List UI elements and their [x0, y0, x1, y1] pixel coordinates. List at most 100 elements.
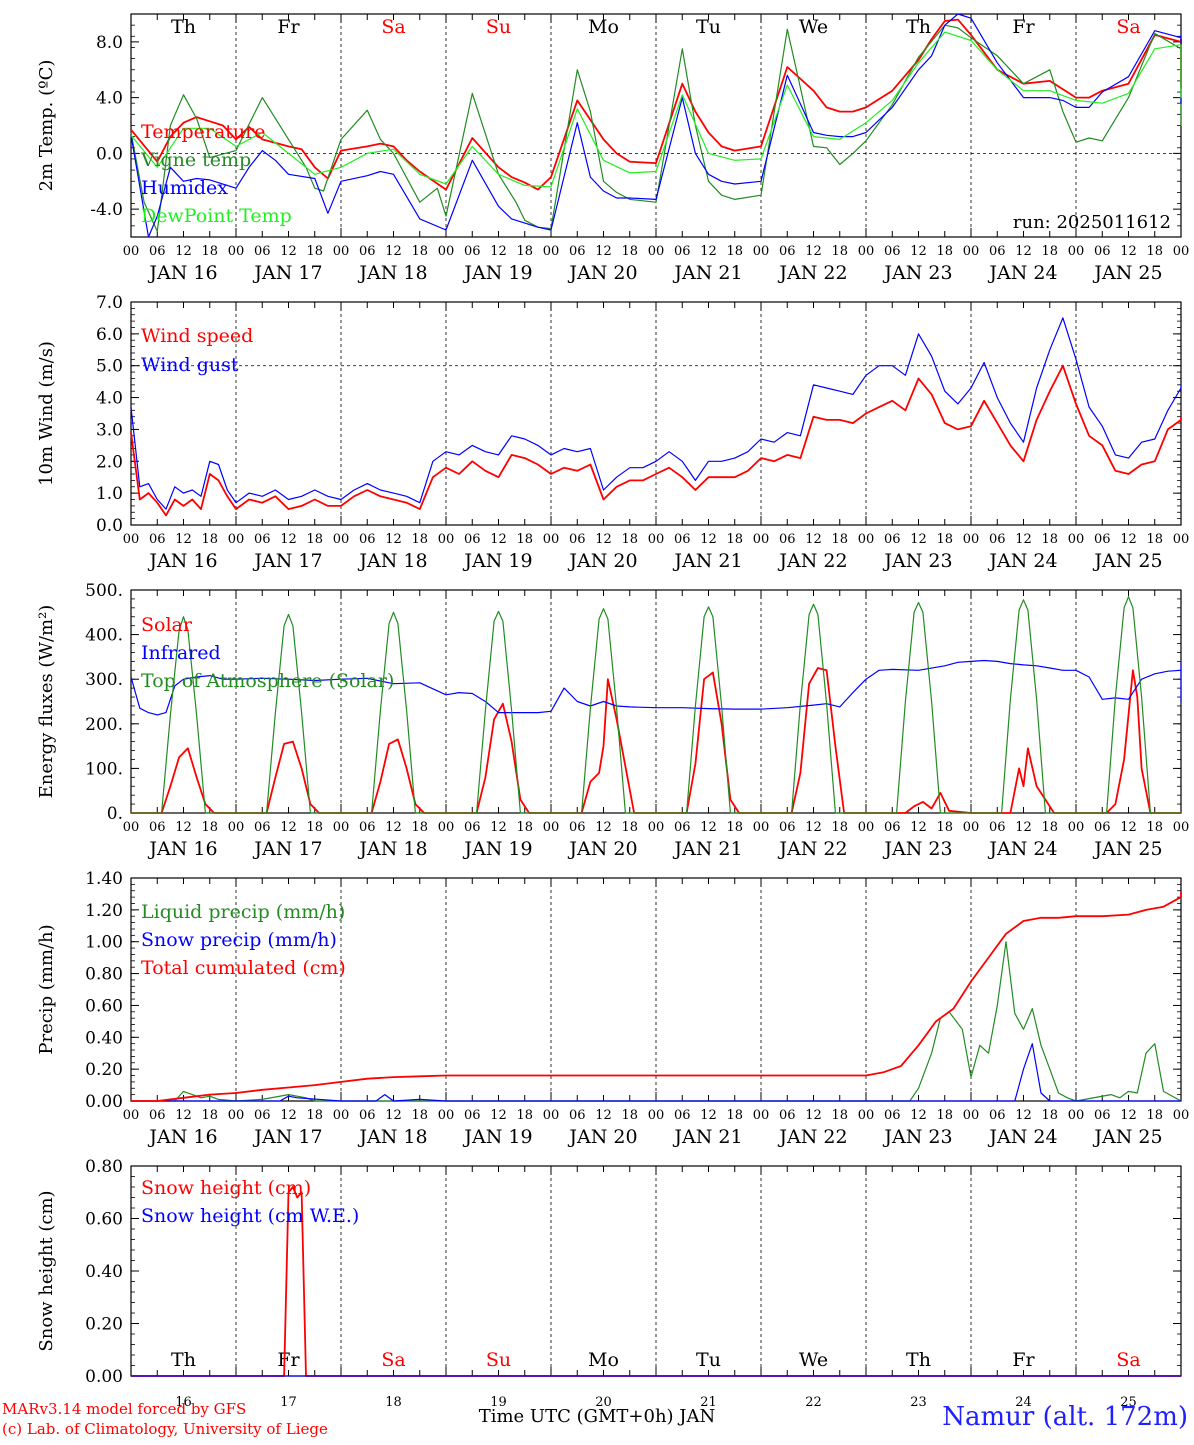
hour-tick-label: 12: [1120, 1108, 1137, 1123]
hour-tick-label: 18: [411, 1108, 428, 1123]
series-line-humidex: [130, 13, 1182, 238]
legend-entry: Snow precip (mm/h): [141, 929, 337, 951]
date-label: JAN 23: [882, 1126, 952, 1148]
y-tick-label: 3.0: [96, 420, 123, 440]
hour-tick-label: 06: [464, 1108, 481, 1123]
hour-tick-label: 00: [543, 820, 560, 835]
hour-tick-label: 06: [569, 532, 586, 547]
legend-entry: Wind speed: [141, 325, 253, 347]
hour-tick-label: 12: [1120, 820, 1137, 835]
hour-tick-label: 12: [910, 1108, 927, 1123]
series-line-temperature: [130, 18, 1182, 191]
hour-tick-label: 18: [726, 244, 743, 259]
hour-tick-label: 00: [858, 820, 875, 835]
hour-tick-label: 00: [228, 1108, 245, 1123]
weekday-label: Mo: [588, 1349, 619, 1371]
hour-tick-label: 12: [280, 1108, 297, 1123]
date-label: JAN 19: [462, 1126, 532, 1148]
hour-tick-label: 18: [621, 1108, 638, 1123]
hour-tick-label: 00: [543, 1108, 560, 1123]
hour-tick-label: 06: [149, 532, 166, 547]
y-tick-label: 300.: [85, 670, 123, 690]
hour-tick-label: 06: [779, 1108, 796, 1123]
hour-tick-label: 12: [910, 820, 927, 835]
legend-entry: Snow height (cm W.E.): [141, 1205, 359, 1227]
y-tick-label: 4.0: [96, 89, 123, 109]
hour-tick-label: 00: [543, 244, 560, 259]
hour-tick-label: 06: [989, 532, 1006, 547]
date-label: JAN 16: [147, 550, 217, 572]
hour-tick-label: 06: [674, 820, 691, 835]
day-number-label: 22: [805, 1395, 822, 1410]
run-annotation: run: 2025011612: [1013, 212, 1171, 233]
date-label: JAN 21: [672, 1126, 742, 1148]
date-label: JAN 22: [777, 262, 847, 284]
hour-tick-label: 06: [254, 1108, 271, 1123]
weekday-label: Tu: [696, 16, 721, 38]
hour-tick-label: 00: [753, 820, 770, 835]
hour-tick-label: 12: [700, 532, 717, 547]
hour-tick-label: 12: [280, 820, 297, 835]
hour-tick-label: 18: [306, 244, 323, 259]
day-number-label: 20: [595, 1395, 612, 1410]
day-number-label: 19: [490, 1395, 507, 1410]
hour-tick-label: 12: [805, 1108, 822, 1123]
hour-tick-label: 12: [700, 820, 717, 835]
date-label: JAN 23: [882, 262, 952, 284]
hour-tick-label: 06: [674, 1108, 691, 1123]
hour-tick-label: 18: [411, 244, 428, 259]
hour-tick-label: 06: [989, 1108, 1006, 1123]
hour-tick-label: 12: [490, 532, 507, 547]
weekday-label: Fr: [277, 16, 300, 38]
weekday-label: Sa: [381, 16, 405, 38]
y-tick-label: 0.00: [85, 1367, 123, 1387]
y-tick-label: 0.20: [85, 1060, 123, 1080]
y-axis-title: 2m Temp. (ºC): [36, 60, 57, 192]
hour-tick-label: 00: [753, 532, 770, 547]
legend-entry: Temperature: [141, 121, 265, 143]
hour-tick-label: 18: [936, 1108, 953, 1123]
hour-tick-label: 18: [831, 820, 848, 835]
date-label: JAN 25: [1092, 550, 1162, 572]
legend-entry: Total cumulated (cm): [141, 957, 346, 979]
hour-tick-label: 06: [674, 532, 691, 547]
hour-tick-label: 18: [306, 1108, 323, 1123]
hour-tick-label: 06: [779, 820, 796, 835]
hour-tick-label: 12: [280, 244, 297, 259]
hour-tick-label: 18: [411, 532, 428, 547]
hour-tick-label: 00: [438, 1108, 455, 1123]
hour-tick-label: 18: [1041, 532, 1058, 547]
hour-tick-label: 18: [621, 532, 638, 547]
hour-tick-label: 06: [569, 820, 586, 835]
legend-entry: Solar: [141, 614, 193, 636]
hour-tick-label: 18: [1041, 244, 1058, 259]
date-label: JAN 24: [987, 262, 1057, 284]
hour-tick-label: 18: [411, 820, 428, 835]
hour-tick-label: 06: [359, 532, 376, 547]
hour-tick-label: 12: [175, 1108, 192, 1123]
series-line-dewpoint-temp: [130, 31, 1182, 188]
hour-tick-label: 06: [779, 532, 796, 547]
hour-tick-label: 06: [779, 244, 796, 259]
date-label: JAN 18: [357, 262, 427, 284]
lab-credit: (c) Lab. of Climatology, University of L…: [2, 1420, 328, 1438]
date-label: JAN 17: [252, 838, 322, 860]
date-label: JAN 20: [567, 262, 637, 284]
date-label: JAN 18: [357, 838, 427, 860]
hour-tick-label: 18: [621, 820, 638, 835]
hour-tick-label: 18: [306, 532, 323, 547]
hour-tick-label: 18: [201, 244, 218, 259]
series-line-total-cumulated-cm: [131, 892, 1182, 1102]
hour-tick-label: 00: [123, 820, 140, 835]
hour-tick-label: 12: [595, 1108, 612, 1123]
time-axis-title: Time UTC (GMT+0h) JAN: [478, 1406, 716, 1427]
hour-tick-label: 12: [595, 244, 612, 259]
hour-tick-label: 12: [910, 244, 927, 259]
day-number-label: 25: [1120, 1395, 1137, 1410]
date-label: JAN 16: [147, 1126, 217, 1148]
y-tick-label: 1.40: [85, 869, 123, 889]
hour-tick-label: 12: [175, 244, 192, 259]
y-tick-label: 400.: [85, 626, 123, 646]
weekday-label: Th: [906, 16, 931, 38]
hour-tick-label: 00: [1173, 820, 1190, 835]
